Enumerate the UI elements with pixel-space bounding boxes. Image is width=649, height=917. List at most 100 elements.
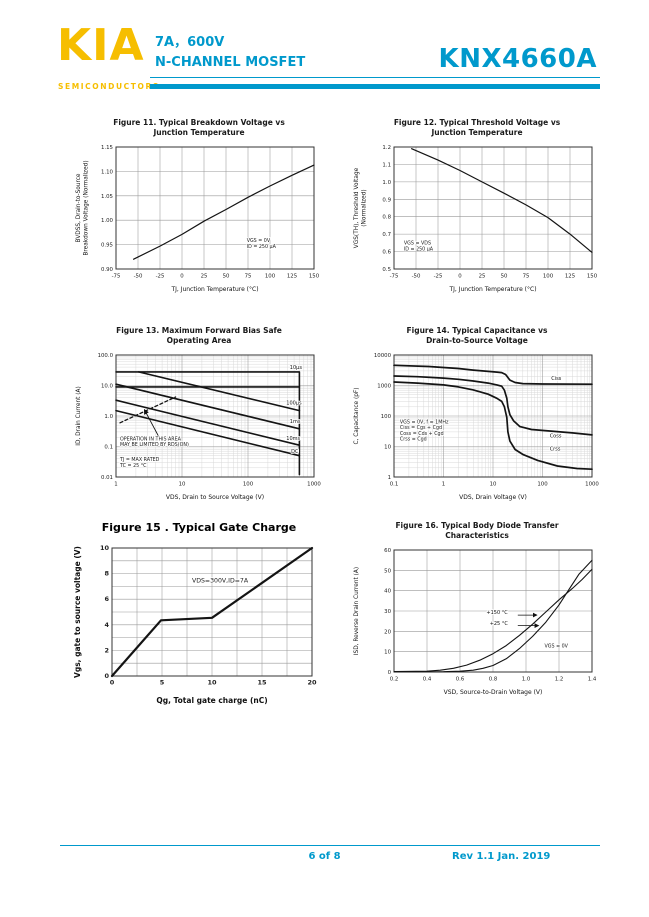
svg-text:Ciss: Ciss: [551, 376, 561, 382]
figure-15-chart: VDS=300V,ID=7A 0 5 10 15 20 0 2 4 6 8 10 Qg, Total g…: [73, 544, 317, 705]
svg-text:DC: DC: [291, 448, 299, 454]
figure-12-title-line2: Junction Temperature: [431, 127, 523, 137]
svg-text:Crss = Cgd: Crss = Cgd: [400, 436, 427, 442]
svg-text:TJ, Junction Temperature (°C): TJ, Junction Temperature (°C): [170, 286, 258, 293]
figure-13-chart: 10µs 100µs 1ms 10ms DC OPERATION IN THIS AREA…: [76, 353, 321, 501]
svg-text:Crss: Crss: [550, 446, 561, 452]
figure-16-title-line2: Characteristics: [445, 530, 509, 540]
svg-text:15: 15: [257, 679, 267, 687]
figure-14-title-line2: Drain-to-Source Voltage: [426, 335, 528, 345]
svg-text:TC = 25 °C: TC = 25 °C: [119, 462, 147, 468]
svg-text:125: 125: [287, 273, 297, 279]
svg-text:10000: 10000: [374, 353, 392, 359]
svg-text:VGS = 0V, f = 1MHz: VGS = 0V, f = 1MHz: [400, 419, 449, 425]
svg-text:50: 50: [384, 568, 391, 574]
svg-text:100: 100: [381, 414, 392, 420]
figure-11-title: Figure 11. Typical Breakdown Voltage vs …: [70, 118, 328, 138]
svg-text:-75: -75: [390, 273, 399, 279]
svg-text:1: 1: [388, 475, 391, 481]
figure-11-title-line2: Junction Temperature: [153, 127, 245, 137]
svg-text:VGS = 0V: VGS = 0V: [247, 238, 271, 244]
svg-text:0.4: 0.4: [423, 676, 432, 682]
svg-text:-25: -25: [156, 273, 165, 279]
svg-text:1.05: 1.05: [101, 193, 113, 199]
figure-16-chart: +150 °C +25 °C VGS = 0V 0.2 0.4 0.6 0.8 1.0 1.2 1…: [354, 548, 597, 696]
figure-15-title-line1: Figure 15 . Typical Gate Charge: [101, 521, 297, 534]
svg-text:TJ = MAX RATED: TJ = MAX RATED: [119, 457, 160, 463]
svg-text:0.8: 0.8: [382, 214, 391, 220]
svg-text:100: 100: [265, 273, 276, 279]
svg-text:0: 0: [458, 273, 462, 279]
header-rule-thin: [150, 77, 600, 78]
svg-text:TJ, Junction Temperature (°C): TJ, Junction Temperature (°C): [448, 286, 536, 293]
svg-text:VDS, Drain to Source Voltage (: VDS, Drain to Source Voltage (V): [166, 494, 264, 501]
svg-text:0.95: 0.95: [101, 242, 113, 248]
svg-text:0.6: 0.6: [456, 676, 465, 682]
svg-text:ISD, Reverse Drain Current (A): ISD, Reverse Drain Current (A): [354, 566, 360, 654]
svg-text:50: 50: [223, 273, 230, 279]
svg-text:-25: -25: [434, 273, 443, 279]
kia-logo: KIA: [57, 20, 145, 71]
svg-text:0.9: 0.9: [382, 197, 391, 203]
svg-text:25: 25: [201, 273, 208, 279]
svg-text:1.00: 1.00: [101, 218, 114, 224]
svg-text:75: 75: [523, 273, 530, 279]
svg-text:Vgs, gate to source voltage (V: Vgs, gate to source voltage (V): [73, 546, 82, 678]
svg-text:100: 100: [543, 273, 554, 279]
figure-11-title-line1: Figure 11. Typical Breakdown Voltage vs: [113, 118, 285, 127]
svg-text:10: 10: [490, 481, 497, 487]
svg-text:1: 1: [442, 481, 445, 487]
svg-text:10ms: 10ms: [286, 435, 300, 441]
svg-text:5: 5: [160, 679, 165, 687]
figure-13-title-line2: Operating Area: [166, 335, 232, 345]
svg-text:0.1: 0.1: [390, 481, 399, 487]
svg-text:1.2: 1.2: [555, 676, 564, 682]
svg-text:+25 °C: +25 °C: [490, 621, 509, 627]
svg-text:0.90: 0.90: [101, 267, 114, 273]
svg-text:150: 150: [587, 273, 598, 279]
revision-label: Rev 1.1 Jan. 2019: [452, 851, 551, 862]
svg-text:-50: -50: [134, 273, 143, 279]
svg-text:OPERATION IN THIS AREA: OPERATION IN THIS AREA: [120, 436, 182, 442]
svg-text:6: 6: [104, 595, 109, 603]
svg-text:ID = 250 µA: ID = 250 µA: [404, 246, 434, 252]
svg-text:100: 100: [243, 481, 254, 487]
svg-text:0.5: 0.5: [382, 267, 391, 273]
svg-text:75: 75: [245, 273, 252, 279]
svg-text:10.0: 10.0: [101, 383, 114, 389]
svg-text:100µs: 100µs: [286, 400, 302, 406]
svg-text:1.0: 1.0: [522, 676, 531, 682]
header-rule-thick: [150, 84, 600, 89]
figure-16-title-line1: Figure 16. Typical Body Diode Transfer: [395, 521, 559, 530]
svg-text:1.1: 1.1: [382, 162, 391, 168]
figure-12-title: Figure 12. Typical Threshold Voltage vs …: [348, 118, 606, 138]
svg-text:1.2: 1.2: [382, 145, 391, 151]
svg-text:VGS = VDS: VGS = VDS: [404, 240, 431, 246]
svg-text:1.10: 1.10: [101, 169, 114, 175]
svg-text:BVDSS, Drain-to-Source: BVDSS, Drain-to-Source: [76, 173, 82, 242]
page-indicator: 6 of 8: [308, 851, 341, 862]
svg-text:1000: 1000: [377, 383, 391, 389]
svg-text:Ciss = Cgs + Cgd: Ciss = Cgs + Cgd: [400, 425, 442, 431]
svg-text:1.15: 1.15: [101, 145, 113, 151]
svg-text:0.01: 0.01: [101, 475, 113, 481]
svg-text:0.8: 0.8: [489, 676, 498, 682]
svg-text:10: 10: [100, 544, 110, 552]
svg-text:C, Capacitance (pF): C, Capacitance (pF): [354, 387, 360, 444]
svg-text:30: 30: [384, 609, 391, 615]
svg-text:10: 10: [207, 679, 217, 687]
svg-text:ID, Drain Current (A): ID, Drain Current (A): [76, 386, 82, 446]
figure-13-title-line1: Figure 13. Maximum Forward Bias Safe: [116, 326, 282, 335]
svg-text:125: 125: [565, 273, 575, 279]
svg-text:0.7: 0.7: [382, 232, 391, 238]
svg-text:1.0: 1.0: [382, 179, 391, 185]
svg-text:10: 10: [179, 481, 186, 487]
svg-text:0.2: 0.2: [390, 676, 399, 682]
figure-15: Figure 15 . Typical Gate Charge VDS=300V…: [70, 521, 328, 716]
svg-text:Coss: Coss: [550, 433, 562, 439]
svg-text:1.4: 1.4: [588, 676, 597, 682]
